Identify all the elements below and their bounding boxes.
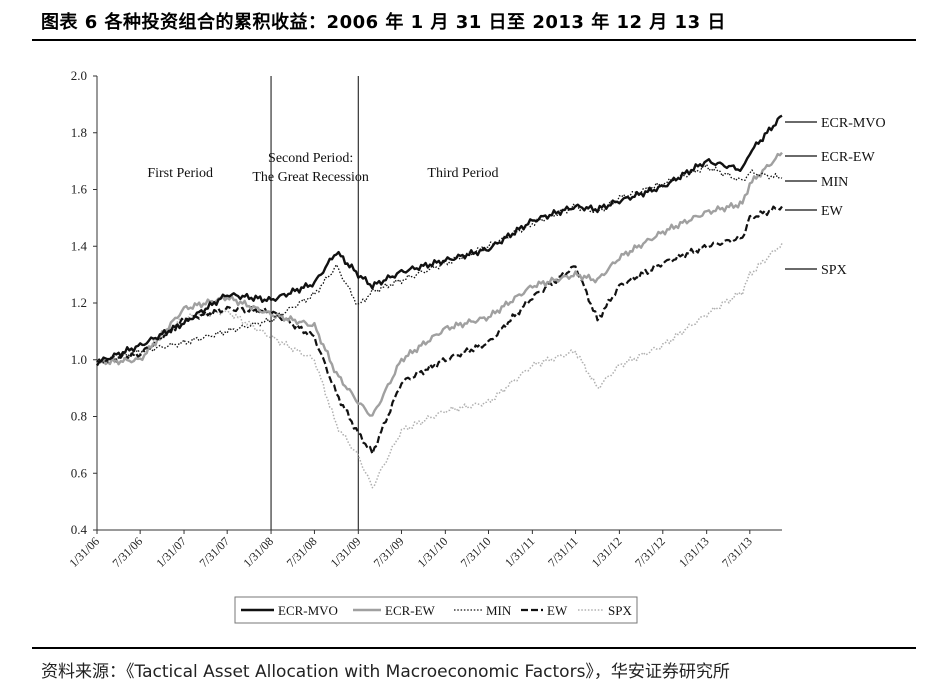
period-label: Third Period [427, 166, 498, 181]
series-end-labels: ECR-MVO ECR-EW MIN EW SPX [785, 116, 886, 278]
legend-label-ecr-mvo: ECR-MVO [278, 603, 338, 618]
end-label-ew: EW [821, 204, 844, 219]
period-label: First Period [147, 166, 213, 181]
figure-title: 图表 6 各种投资组合的累积收益：2006 年 1 月 31 日至 2013 年… [41, 12, 726, 33]
series-line-ecr-ew [96, 151, 783, 417]
x-tick-label: 1/31/09 [328, 534, 364, 570]
legend-box [234, 596, 638, 624]
legend-label-ecr-ew: ECR-EW [385, 603, 436, 618]
series-lines [95, 114, 783, 489]
y-tick-label: 1.6 [71, 182, 88, 197]
y-tick-labels: 2.0 1.8 1.6 1.4 1.2 1.0 0.8 0.6 0.4 [71, 68, 88, 537]
legend: ECR-MVO ECR-EW MIN EW SPX [234, 596, 638, 624]
cumulative-return-chart: 2.01.81.61.41.21.00.80.60.4 1/31/06 7/31/… [66, 68, 886, 624]
bottom-rule [32, 647, 916, 649]
legend-label-min: MIN [486, 603, 512, 618]
x-tick-label: 1/31/10 [415, 534, 451, 570]
x-tick-label: 1/31/07 [153, 534, 189, 570]
period-labels: First Period Second Period: The Great Rece… [147, 151, 498, 185]
x-tick-label: 1/31/06 [66, 534, 102, 570]
y-tick-label: 1.2 [71, 295, 87, 310]
legend-label-spx: SPX [608, 603, 632, 618]
x-tick-label: 7/31/07 [196, 534, 232, 570]
axes [93, 75, 782, 534]
y-tick-label: 0.4 [71, 522, 88, 537]
end-label-ecr-ew: ECR-EW [821, 150, 875, 165]
y-tick-label: 1.0 [71, 352, 87, 367]
y-tick-label: 0.6 [71, 465, 88, 480]
end-label-ecr-mvo: ECR-MVO [821, 116, 886, 131]
top-rule [32, 39, 916, 41]
y-tick-label: 0.8 [71, 409, 87, 424]
end-label-spx: SPX [821, 263, 847, 278]
x-tick-label: 7/31/10 [458, 534, 494, 570]
y-tick-label: 2.0 [71, 68, 87, 83]
period-label: Second Period: [268, 151, 353, 166]
x-tick-label: 7/31/11 [545, 534, 581, 570]
x-tick-label: 1/31/12 [589, 534, 625, 570]
series-line-min [96, 163, 783, 364]
series-line-ecr-mvo [95, 114, 783, 367]
x-tick-label: 7/31/09 [371, 534, 407, 570]
x-tick-label: 1/31/13 [676, 534, 712, 570]
legend-label-ew: EW [547, 603, 568, 618]
y-tick-label: 1.4 [71, 238, 88, 253]
x-tick-label: 7/31/13 [719, 534, 755, 570]
period-dividers [270, 76, 359, 530]
end-label-min: MIN [821, 175, 848, 190]
x-tick-label: 1/31/11 [502, 534, 538, 570]
source-note: 资料来源：《Tactical Asset Allocation with Mac… [41, 662, 730, 682]
x-tick-label: 1/31/08 [240, 534, 276, 570]
period-label: The Great Recession [252, 170, 369, 185]
x-tick-label: 7/31/08 [284, 534, 320, 570]
series-line-spx [96, 243, 783, 489]
x-tick-label: 7/31/06 [109, 534, 145, 570]
x-tick-label: 7/31/12 [632, 534, 668, 570]
y-tick-label: 1.8 [71, 125, 87, 140]
x-tick-labels: 1/31/06 7/31/06 1/31/07 7/31/07 1/31/08 7/31/… [66, 534, 755, 570]
series-line-ew [96, 205, 783, 455]
